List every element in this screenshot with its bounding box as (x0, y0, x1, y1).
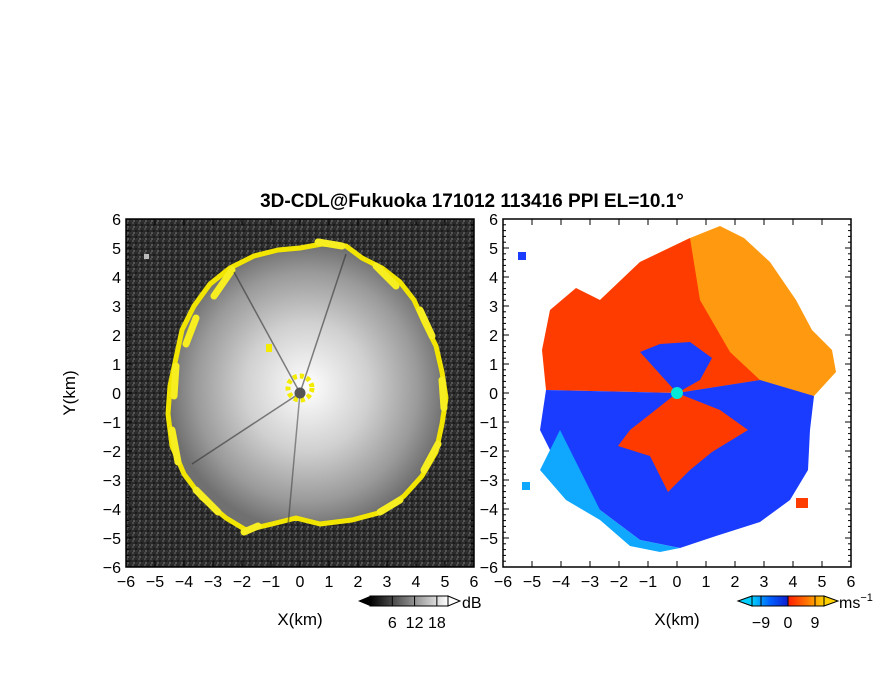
left-beam-line-1 (233, 271, 301, 394)
right-colorbar-unit: ms−1 (839, 592, 873, 612)
y-tick-label: −2 (480, 444, 498, 461)
x-tick-label: 2 (354, 574, 363, 591)
y-tick-label: 6 (489, 212, 498, 229)
y-tick-label: −4 (480, 502, 498, 519)
left-colorbar-gradient (369, 595, 449, 607)
left-colorbar: 6 12 18 dB (358, 595, 482, 632)
x-tick-label: 0 (673, 574, 682, 591)
left-center-marker (294, 387, 306, 399)
right-colorbar-arrow-high (823, 595, 840, 607)
y-tick-label: −3 (480, 473, 498, 490)
y-tick-label: 2 (112, 328, 121, 345)
right-colorbar: −9 0 9 ms−1 (736, 592, 873, 632)
x-tick-label: −5 (146, 574, 164, 591)
right-center-approaching-lobe (640, 342, 712, 393)
left-echo-area (165, 241, 449, 533)
colorbar-tick-label: 18 (428, 615, 446, 632)
x-tick-label: −3 (204, 574, 222, 591)
y-tick-label: −6 (480, 560, 498, 577)
left-speck-2 (144, 254, 149, 259)
x-tick-label: −2 (610, 574, 628, 591)
right-colorbar-arrow-low (736, 595, 753, 607)
y-tick-label: −1 (480, 415, 498, 432)
y-tick-label: −6 (103, 560, 121, 577)
x-tick-label: −2 (233, 574, 251, 591)
x-tick-label: 5 (818, 574, 827, 591)
left-axis-ticks: −6 −5 −4 −3 −2 −1 0 1 2 3 4 5 6 6 5 4 3 2 1 0 −1 −2 −3 −4 −5 −6 (103, 212, 479, 591)
colorbar-tick-label: 12 (406, 615, 424, 632)
x-tick-label: 4 (412, 574, 421, 591)
right-speck-1 (518, 252, 526, 260)
x-tick-label: 4 (789, 574, 798, 591)
y-tick-label: 5 (489, 241, 498, 258)
left-colorbar-unit: dB (462, 595, 482, 612)
left-beam-line-3 (191, 392, 301, 465)
x-tick-label: −3 (581, 574, 599, 591)
left-near-yellow (285, 373, 315, 403)
x-tick-label: −6 (494, 574, 512, 591)
y-tick-label: 1 (112, 357, 121, 374)
x-tick-label: 3 (383, 574, 392, 591)
right-speck-3 (796, 498, 808, 508)
y-tick-label: −4 (103, 502, 121, 519)
right-colorbar-ticks: −9 0 9 (752, 596, 820, 632)
figure-title: 3D-CDL@Fukuoka 171012 113416 PPI EL=10.1… (260, 191, 684, 212)
colorbar-tick-label: 0 (784, 615, 793, 632)
left-colorbar-ticks: 6 12 18 (388, 596, 446, 632)
colorbar-tick-label: −9 (752, 615, 770, 632)
x-tick-label: −4 (175, 574, 193, 591)
left-colorbar-arrow-high (447, 595, 462, 607)
right-colorbar-unit-base: ms (839, 595, 860, 612)
left-beam-line-4 (287, 392, 301, 527)
left-ylabel: Y(km) (60, 370, 79, 415)
y-tick-label: −5 (480, 531, 498, 548)
y-tick-label: 1 (489, 357, 498, 374)
x-tick-label: 6 (470, 574, 479, 591)
right-south-west-sector (540, 430, 680, 552)
y-tick-label: 4 (489, 270, 498, 287)
x-tick-label: −1 (639, 574, 657, 591)
y-tick-label: −2 (103, 444, 121, 461)
y-tick-label: 2 (489, 328, 498, 345)
y-tick-label: −3 (103, 473, 121, 490)
x-tick-label: 3 (760, 574, 769, 591)
x-tick-label: 0 (296, 574, 305, 591)
left-xlabel: X(km) (277, 610, 322, 629)
right-colorbar-unit-exponent: −1 (860, 592, 873, 604)
y-tick-label: 3 (112, 299, 121, 316)
right-panel: −6 −5 −4 −3 −2 −1 0 1 2 3 4 5 6 6 5 4 3 2 1 0 −1 −2 −3 −4 −5 −6 X… (480, 212, 873, 632)
right-center-marker (671, 387, 683, 399)
colorbar-tick-label: 6 (388, 615, 397, 632)
y-tick-label: 0 (112, 386, 121, 403)
x-tick-label: 1 (325, 574, 334, 591)
x-tick-label: 6 (847, 574, 856, 591)
left-echo-speckle (168, 238, 448, 536)
x-tick-label: −1 (262, 574, 280, 591)
right-speck-2 (522, 482, 530, 490)
x-tick-label: −6 (117, 574, 135, 591)
y-tick-label: 6 (112, 212, 121, 229)
right-center-receding-lobe (618, 393, 748, 492)
left-speck-1 (266, 344, 272, 352)
x-tick-label: 5 (441, 574, 450, 591)
y-tick-label: 0 (489, 386, 498, 403)
y-tick-label: 3 (489, 299, 498, 316)
y-tick-label: 5 (112, 241, 121, 258)
x-tick-label: −5 (523, 574, 541, 591)
left-beam-line-2 (299, 253, 347, 394)
y-tick-label: −5 (103, 531, 121, 548)
y-tick-label: 4 (112, 270, 121, 287)
left-colorbar-arrow-low (358, 596, 370, 606)
y-tick-label: −1 (103, 415, 121, 432)
x-tick-label: 2 (731, 574, 740, 591)
right-xlabel: X(km) (654, 610, 699, 629)
x-tick-label: −4 (552, 574, 570, 591)
right-axis-ticks: −6 −5 −4 −3 −2 −1 0 1 2 3 4 5 6 6 5 4 3 2 1 0 −1 −2 −3 −4 −5 −6 (480, 212, 856, 591)
colorbar-tick-label: 9 (811, 615, 820, 632)
x-tick-label: 1 (702, 574, 711, 591)
